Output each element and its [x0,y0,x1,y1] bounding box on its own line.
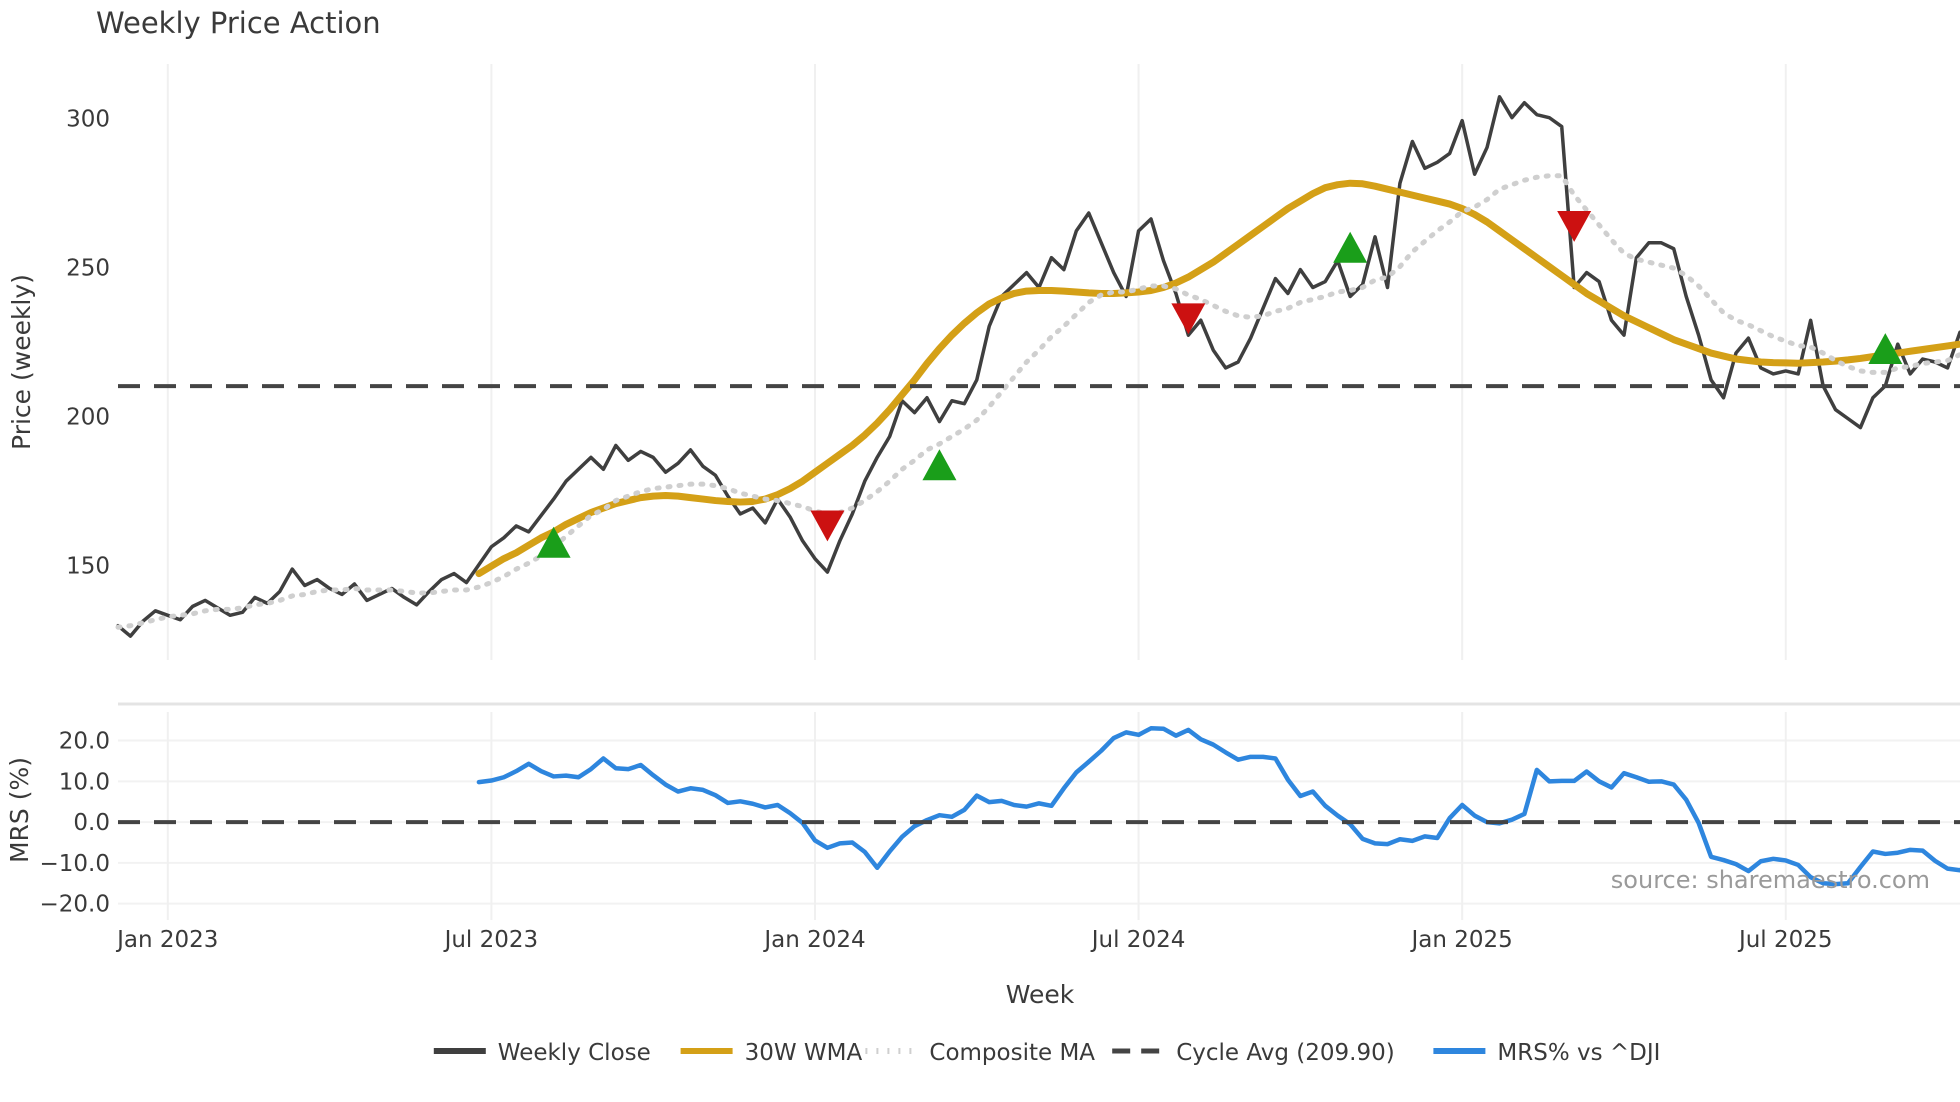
legend-label: Weekly Close [498,1040,651,1066]
gridlines [118,64,1960,920]
legend-item[interactable]: Cycle Avg (209.90) [1112,1040,1395,1066]
x-tick-label: Jul 2024 [1090,927,1186,953]
y-tick-labels: 150 200 250 300 −20.0 −10.0 0.0 10.0 20.0 [40,107,110,918]
x-tick-label: Jul 2023 [443,927,539,953]
mrs-tick-label: −10.0 [40,851,110,877]
price-tick-label: 200 [66,405,110,431]
mrs-tick-label: 10.0 [59,769,110,795]
x-tick-label: Jan 2023 [115,927,218,953]
legend-label: MRS% vs ^DJI [1497,1040,1660,1066]
x-tick-label: Jul 2025 [1737,927,1833,953]
legend-item[interactable]: Weekly Close [433,1040,651,1066]
data-series [115,95,1960,887]
legend-label: 30W WMA [745,1040,863,1066]
legend-label: Cycle Avg (209.90) [1176,1040,1395,1066]
mrs-tick-label: −20.0 [40,892,110,918]
series-composite-ma [115,173,1960,630]
signal-markers [536,210,1903,558]
price-axis-label: Price (weekly) [7,274,36,450]
legend-label: Composite MA [929,1040,1095,1066]
mrs-axis-label: MRS (%) [5,757,34,863]
source-watermark: source: sharemaestro.com [1611,866,1930,894]
legend-item[interactable]: 30W WMA [680,1040,863,1066]
sell-signal-marker [810,510,845,542]
x-tick-labels: Jan 2023 Jul 2023 Jan 2024 Jul 2024 Jan 2025… [115,927,1832,953]
buy-signal-marker [536,526,571,558]
sell-signal-marker [1171,303,1206,335]
x-tick-label: Jan 2025 [1410,927,1513,953]
series-30w-wma [475,179,1960,578]
buy-signal-marker [1868,333,1903,365]
mrs-tick-label: 20.0 [59,729,110,755]
legend-item[interactable]: MRS% vs ^DJI [1433,1040,1660,1066]
x-axis-label: Week [1006,980,1075,1009]
x-tick-label: Jan 2024 [762,927,865,953]
legend-item[interactable]: Composite MA [865,1040,1095,1066]
buy-signal-marker [1333,231,1368,263]
sell-signal-marker [1557,210,1592,242]
price-tick-label: 250 [66,256,110,282]
chart-legend[interactable]: Weekly Close 30W WMA Composite MA Cycle Avg… [433,1040,1661,1066]
series-mrs-vs-dji [476,726,1960,887]
buy-signal-marker [922,449,957,481]
mrs-tick-label: 0.0 [73,810,110,836]
price-tick-label: 150 [66,554,110,580]
page-title: Weekly Price Action [96,6,381,40]
price-tick-label: 300 [66,107,110,133]
